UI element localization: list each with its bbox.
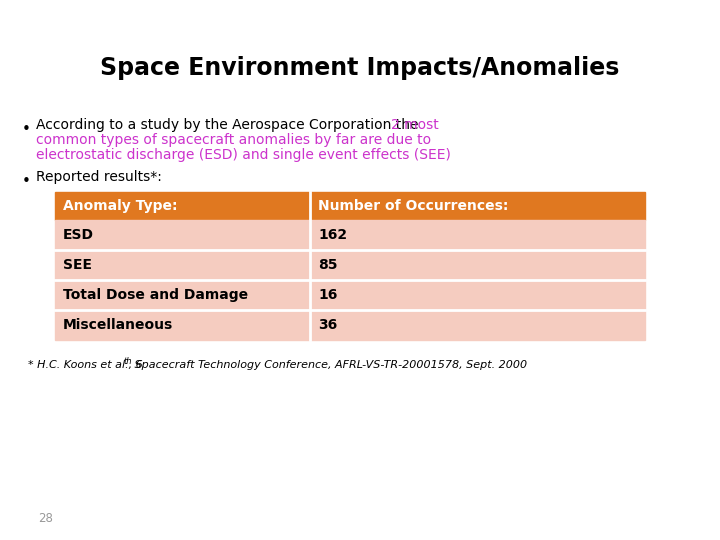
Text: * H.C. Koons et al., 6: * H.C. Koons et al., 6 <box>28 360 143 370</box>
Text: 162: 162 <box>318 228 347 242</box>
Text: Anomaly Type:: Anomaly Type: <box>63 199 178 213</box>
Text: 28: 28 <box>38 511 53 524</box>
Text: Space Environment Impacts/Anomalies: Space Environment Impacts/Anomalies <box>100 56 620 80</box>
Text: Spacecraft Technology Conference, AFRL-VS-TR-20001578, Sept. 2000: Spacecraft Technology Conference, AFRL-V… <box>131 360 527 370</box>
Bar <box>55 280 645 310</box>
Text: Bootcamp 2018: Bootcamp 2018 <box>86 8 201 22</box>
Bar <box>55 192 645 220</box>
Text: •: • <box>22 122 31 137</box>
Text: Number of Occurrences:: Number of Occurrences: <box>318 199 508 213</box>
Text: •: • <box>22 174 31 189</box>
Text: 16: 16 <box>318 288 338 302</box>
Bar <box>55 220 645 250</box>
Text: ESD: ESD <box>63 228 94 242</box>
Text: 36: 36 <box>318 318 337 332</box>
Text: 2 most: 2 most <box>391 118 438 132</box>
Text: common types of spacecraft anomalies by far are due to: common types of spacecraft anomalies by … <box>36 133 431 147</box>
Text: electrostatic discharge (ESD) and single event effects (SEE): electrostatic discharge (ESD) and single… <box>36 148 451 162</box>
Text: Space Weather: Space Weather <box>10 8 129 22</box>
Text: SEE: SEE <box>63 258 92 272</box>
Text: Miscellaneous: Miscellaneous <box>63 318 174 332</box>
Text: Reported results*:: Reported results*: <box>36 170 162 184</box>
Text: 85: 85 <box>318 258 338 272</box>
Bar <box>55 250 645 280</box>
Text: th: th <box>124 357 132 366</box>
Text: Total Dose and Damage: Total Dose and Damage <box>63 288 248 302</box>
Bar <box>55 310 645 340</box>
Text: According to a study by the Aerospace Corporation the: According to a study by the Aerospace Co… <box>36 118 423 132</box>
